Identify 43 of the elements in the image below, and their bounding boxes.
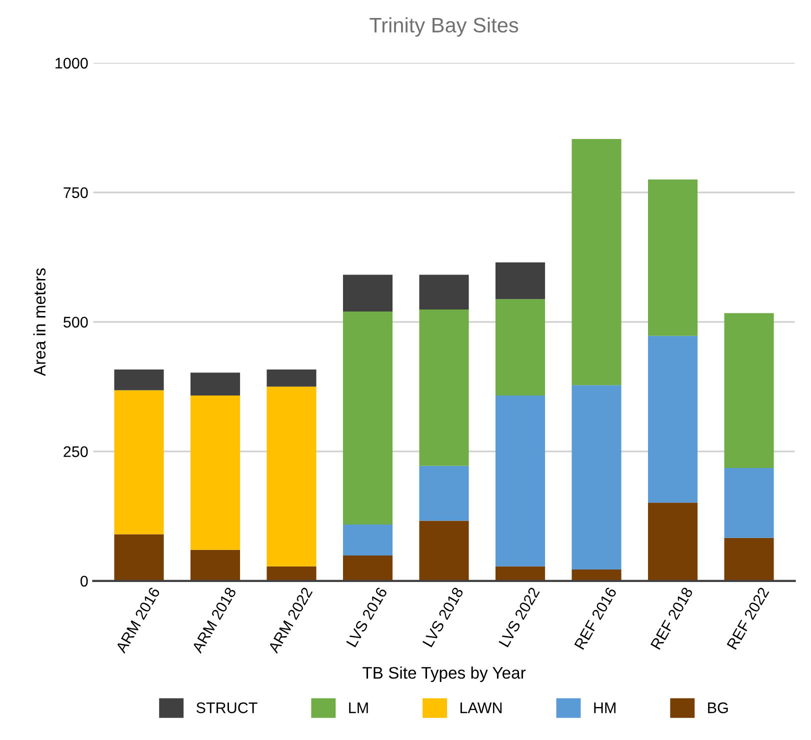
bar	[266, 370, 316, 387]
legend-label: LM	[349, 702, 368, 714]
bar	[114, 390, 164, 534]
bar	[342, 556, 393, 581]
y-tick-label: 250	[64, 446, 88, 458]
bar	[495, 262, 546, 300]
bar	[342, 312, 393, 524]
bar	[342, 524, 393, 556]
bar	[572, 570, 622, 581]
bar	[724, 313, 774, 468]
y-tick-label: 750	[64, 187, 88, 198]
legend-label: STRUCT	[196, 702, 258, 714]
y-tick-label: 500	[64, 316, 88, 328]
y-tick-label: 0	[80, 576, 88, 587]
y-axis-title: Area in meters	[33, 268, 46, 376]
bar	[648, 502, 698, 581]
bar	[572, 139, 622, 386]
x-axis-title: TB Site Types by Year	[362, 666, 526, 682]
bar	[495, 566, 546, 581]
legend-label: LAWN	[460, 702, 502, 714]
legend-label: BG	[708, 702, 728, 714]
bar	[190, 550, 240, 581]
bar	[648, 179, 698, 336]
bar	[266, 386, 316, 566]
bar	[419, 274, 469, 310]
bar	[114, 534, 164, 581]
bar	[114, 370, 164, 390]
bar	[419, 309, 469, 466]
bar	[572, 385, 622, 570]
bar	[648, 336, 698, 503]
bar	[724, 538, 774, 581]
bar	[190, 395, 240, 550]
legend-label: HM	[594, 702, 616, 714]
bar	[266, 566, 316, 581]
bar	[419, 520, 469, 581]
bar	[190, 372, 240, 396]
bar	[342, 274, 393, 312]
bar	[495, 395, 546, 566]
chart-title: Trinity Bay Sites	[370, 17, 518, 37]
bar	[419, 466, 469, 521]
bar	[495, 299, 546, 396]
bar	[724, 468, 774, 538]
y-tick-label: 1000	[56, 58, 88, 69]
